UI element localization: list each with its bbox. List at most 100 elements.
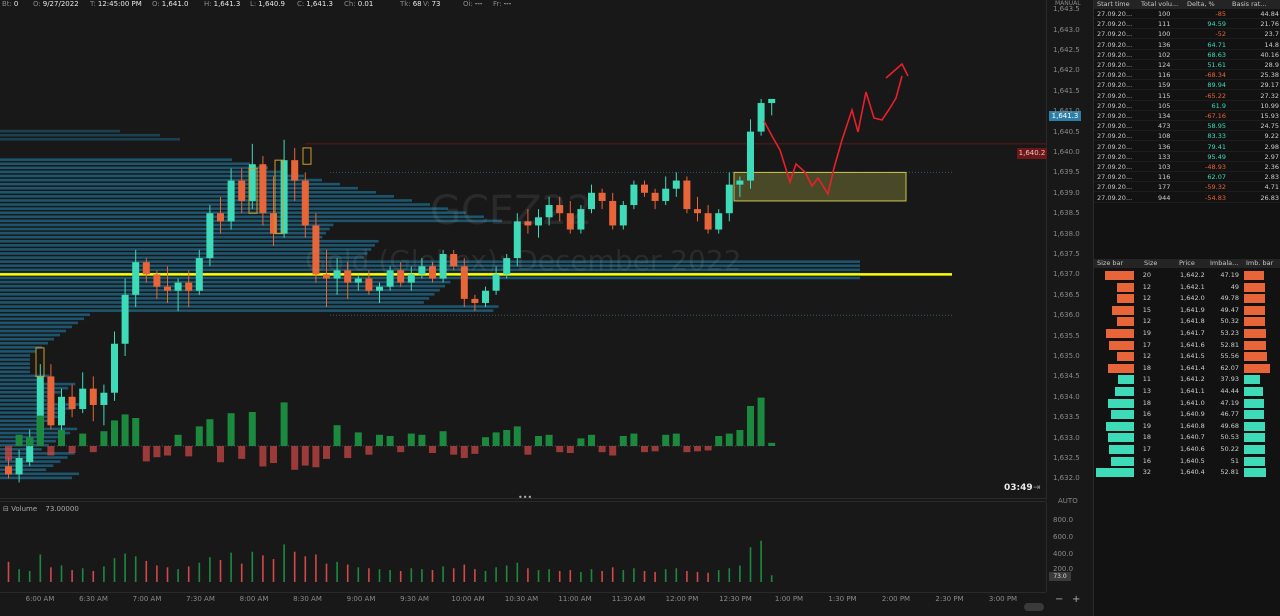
time-sales-header: Start time Total volu... Delta, % Basis rat…: [1094, 0, 1280, 9]
candle-body: [651, 192, 659, 201]
volume-profile-bar: [0, 256, 364, 259]
ladder-row[interactable]: 16 1,640.9 46.77: [1094, 409, 1280, 420]
candle-body: [270, 213, 277, 234]
volume-profile-bar: [0, 386, 69, 390]
table-row[interactable]: 27.09.20... 473 58.95 24.75: [1094, 121, 1280, 132]
size-bar: [1109, 445, 1134, 454]
price-tick: 1,642.5: [1053, 46, 1080, 54]
table-row[interactable]: 27.09.20... 944 -54.83 26.83: [1094, 193, 1280, 203]
ladder-row[interactable]: 12 1,642.1 49: [1094, 282, 1280, 293]
panel-splitter[interactable]: [0, 498, 1046, 502]
auto-scale-toggle[interactable]: AUTO: [1058, 497, 1078, 505]
volume-profile-bar: [0, 137, 180, 141]
candle-body: [545, 205, 553, 218]
table-row[interactable]: 27.09.20... 177 -59.32 4.71: [1094, 182, 1280, 193]
cell-price: 1,641.9: [1180, 305, 1205, 314]
volume-profile-bar: [0, 182, 340, 186]
cell-start-time: 27.09.20...: [1097, 173, 1133, 182]
time-axis[interactable]: 6:00 AM 6:30 AM 7:00 AM 7:30 AM 8:00 AM 8:30 …: [0, 592, 1046, 616]
table-row[interactable]: 27.09.20... 136 64.71 14.8: [1094, 40, 1280, 50]
table-row[interactable]: 27.09.20... 103 -48.93 2.36: [1094, 162, 1280, 172]
volume-bar: [686, 570, 688, 582]
info-value: 1,641.3: [213, 0, 241, 8]
table-row[interactable]: 27.09.20... 159 89.94 29.17: [1094, 80, 1280, 91]
table-row[interactable]: 27.09.20... 115 -65.22 27.32: [1094, 91, 1280, 101]
ladder-row[interactable]: 12 1,641.8 50.32: [1094, 316, 1280, 327]
volume-bar: [368, 568, 370, 582]
volume-bar: [251, 551, 254, 582]
time-tick: 12:30 PM: [719, 595, 752, 603]
cell-price: 1,641.1: [1180, 387, 1205, 395]
ladder-row[interactable]: 19 1,641.7 53.23: [1094, 328, 1280, 339]
ladder-row[interactable]: 15 1,641.9 49.47: [1094, 305, 1280, 316]
candle-body: [725, 184, 733, 214]
price-axis[interactable]: MANUAL 1,641.3 1,640.2 1,643.5 1,643.0 1,6…: [1017, 0, 1090, 500]
price-tick: 1,640.0: [1053, 148, 1080, 156]
scroll-to-end-icon[interactable]: ⇥: [1033, 483, 1041, 493]
ladder-row[interactable]: 17 1,641.6 52.81: [1094, 340, 1280, 351]
column-header: Start time: [1097, 0, 1130, 8]
table-row[interactable]: 27.09.20... 108 83.33 9.22: [1094, 131, 1280, 142]
price-chart[interactable]: [0, 0, 1046, 500]
zoom-out-icon[interactable]: −: [1055, 594, 1064, 605]
cell-price: 1,640.7: [1180, 433, 1205, 442]
ladder-row[interactable]: 13 1,641.1 44.44: [1094, 386, 1280, 397]
ladder-row[interactable]: 18 1,641.4 62.07: [1094, 363, 1280, 374]
delta-bar: [641, 446, 648, 453]
size-bar: [1118, 375, 1134, 385]
table-row[interactable]: 27.09.20... 116 -68.34 25.38: [1094, 70, 1280, 81]
table-row[interactable]: 27.09.20... 100 -52 23.7: [1094, 29, 1280, 40]
ladder-row[interactable]: 18 1,640.7 50.53: [1094, 432, 1280, 443]
price-tick: 1,643.0: [1053, 25, 1080, 34]
cell-size: 13: [1142, 387, 1151, 395]
volume-profile-bar: [0, 325, 72, 329]
ladder-row[interactable]: 19 1,640.8 49.68: [1094, 421, 1280, 432]
table-row[interactable]: 27.09.20... 124 51.61 28.9: [1094, 60, 1280, 70]
delta-bar: [577, 438, 585, 446]
volume-bar: [272, 559, 275, 582]
info-value: 1,641.3: [306, 0, 333, 8]
volume-axis[interactable]: 73.0 800.0 600.0 400.0 200.0: [1046, 502, 1090, 592]
cell-imbalance: 49.68: [1220, 421, 1239, 430]
cell-volume: 177: [1158, 183, 1171, 192]
ladder-row[interactable]: 17 1,640.6 50.22: [1094, 444, 1280, 455]
delta-bar: [121, 414, 129, 446]
imbalance-bar: [1244, 352, 1268, 362]
price-tick: 1,642.0: [1053, 66, 1080, 75]
info-label: C:: [297, 0, 305, 8]
volume-profile-bar: [0, 133, 160, 137]
table-row[interactable]: 27.09.20... 136 79.41 2.98: [1094, 142, 1280, 152]
table-row[interactable]: 27.09.20... 102 68.63 40.16: [1094, 50, 1280, 60]
ladder-row[interactable]: 16 1,640.5 51: [1094, 456, 1280, 467]
table-row[interactable]: 27.09.20... 111 94.59 21.76: [1094, 19, 1280, 30]
ladder-row[interactable]: 11 1,641.2 37.93: [1094, 374, 1280, 385]
ladder-row[interactable]: 12 1,642.0 49.78: [1094, 293, 1280, 304]
candle-body: [68, 396, 76, 410]
cell-size: 16: [1142, 410, 1151, 419]
collapse-icon[interactable]: ⊟: [3, 505, 12, 513]
axis-mode-label[interactable]: MANUAL: [1055, 0, 1081, 7]
column-header: Imbala...: [1210, 259, 1239, 267]
info-item: O: 1,641.0: [152, 0, 188, 8]
zoom-in-icon[interactable]: +: [1072, 594, 1081, 605]
table-row[interactable]: 27.09.20... 116 62.07 2.83: [1094, 172, 1280, 183]
table-row[interactable]: 27.09.20... 100 -85 44.84: [1094, 9, 1280, 19]
volume-profile-bar: [0, 170, 286, 174]
cell-delta: -54.83: [1205, 193, 1226, 202]
ladder-row[interactable]: 12 1,641.5 55.56: [1094, 351, 1280, 362]
volume-profile-bar: [0, 366, 30, 370]
delta-bar: [736, 430, 744, 446]
ladder-row[interactable]: 20 1,642.2 47.19: [1094, 270, 1280, 281]
chart-scrollbar[interactable]: [1024, 603, 1044, 611]
volume-bar: [452, 568, 455, 582]
cell-size: 11: [1142, 375, 1151, 384]
splitter-handle-icon[interactable]: •••: [518, 493, 533, 502]
size-bar: [1107, 398, 1134, 408]
ohlc-info-bar: Bt: 0 O: 9/27/2022 T: 12:45:00 PM O: 1,641.0 H: 1…: [0, 0, 1046, 9]
ladder-row[interactable]: 32 1,640.4 52.81: [1094, 467, 1280, 478]
volume-chart[interactable]: [0, 502, 1046, 592]
table-row[interactable]: 27.09.20... 134 -67.16 15.93: [1094, 111, 1280, 121]
ladder-row[interactable]: 18 1,641.0 47.19: [1094, 398, 1280, 409]
table-row[interactable]: 27.09.20... 105 61.9 10.99: [1094, 101, 1280, 111]
table-row[interactable]: 27.09.20... 133 95.49 2.97: [1094, 152, 1280, 162]
